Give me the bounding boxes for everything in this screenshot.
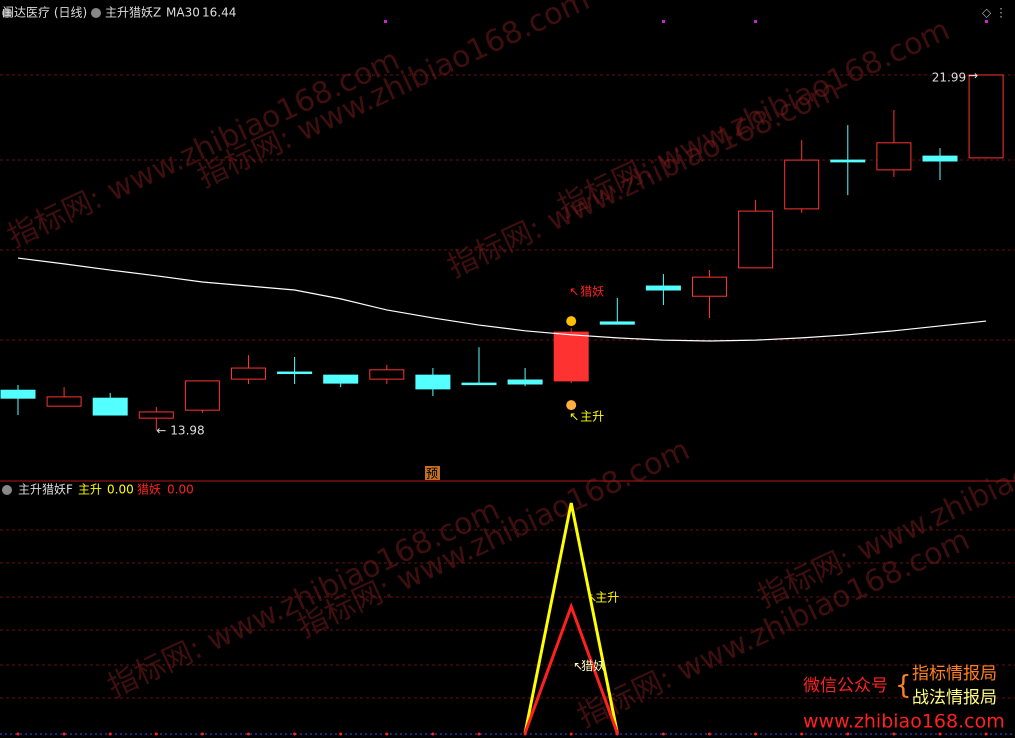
indicator-title: 主升猎妖F [18, 483, 73, 497]
arrow: ↖ [569, 285, 579, 299]
tool-icon[interactable]: ◇ ⋮ [982, 6, 1007, 20]
baseline-dot [385, 732, 389, 736]
menu-icon[interactable] [91, 8, 101, 18]
candle-body [138, 411, 174, 419]
candle-body [46, 396, 82, 407]
candle-body [0, 389, 36, 399]
footer-account: 战法情报局 [912, 688, 997, 708]
signal-label: 主升 [595, 591, 619, 605]
baseline-dot [984, 732, 988, 736]
arrow: ← [156, 424, 166, 438]
baseline-dot [800, 732, 804, 736]
signal-dots [384, 20, 988, 23]
ma-value: 16.44 [202, 6, 236, 20]
baseline-dot [846, 732, 850, 736]
candle-body [645, 285, 681, 291]
legend-value: 0.00 [107, 483, 134, 497]
marker: 预 [426, 467, 438, 481]
signal-label: 主升 [580, 410, 604, 424]
candle-body [876, 142, 912, 171]
ma-line [17, 257, 987, 342]
candle-body [461, 382, 497, 386]
baseline-dot [62, 732, 66, 736]
arrow: ↖ [587, 591, 597, 605]
candle-body [415, 374, 451, 390]
baseline-dot [892, 732, 896, 736]
stock-title: 闰达医疗 (日线) [2, 6, 87, 20]
legend-name: 猎妖 [137, 483, 161, 497]
baseline-dot [154, 732, 158, 736]
coin-icon [566, 316, 577, 327]
candle-body [323, 374, 359, 384]
candle-body [277, 371, 313, 375]
baseline-dot [754, 732, 758, 736]
baseline-dot [708, 732, 711, 736]
menu-icon[interactable] [2, 485, 12, 495]
footer-wechat: 微信公众号 [803, 676, 888, 696]
legend-value: 0.00 [167, 483, 194, 497]
candle-body [231, 367, 266, 380]
candle-body [922, 155, 958, 162]
brace: { [895, 671, 912, 701]
baseline-dot [431, 732, 435, 736]
baseline-dot [523, 732, 527, 736]
candle-body [830, 159, 866, 163]
candle-body [784, 159, 820, 210]
arrow: ↖ [573, 659, 583, 673]
arrow: → [968, 68, 978, 82]
baseline-dot [200, 732, 204, 736]
arrow: ↖ [569, 410, 579, 424]
baseline-dot [615, 732, 619, 736]
baseline-dot [16, 732, 20, 736]
candle-body [184, 380, 220, 411]
marker-box [425, 466, 440, 480]
indicator-line [523, 602, 619, 734]
footer-account: 指标情报局 [912, 664, 997, 684]
candle-body [968, 74, 1004, 159]
candle-body [92, 397, 128, 416]
candle-body [738, 210, 774, 269]
grid [0, 74, 1015, 699]
candle-body [369, 369, 405, 380]
footer-site: www.zhibiao168.com [803, 711, 1005, 733]
indicator-line [523, 502, 619, 734]
signal-label: 猎妖 [580, 285, 604, 299]
candle-body [599, 321, 635, 325]
baseline-dot [569, 732, 573, 736]
low-label: 13.98 [170, 424, 204, 438]
candle-body [507, 379, 543, 385]
menu-icon[interactable] [2, 8, 12, 18]
hand-icon [566, 400, 577, 411]
candle-body [553, 331, 589, 382]
indicator-title: 主升猎妖Z [105, 6, 161, 20]
baseline-dot [938, 732, 942, 736]
high-label: 21.99 [932, 70, 966, 84]
baseline-dot [661, 732, 665, 736]
ma-name: MA30 [166, 6, 200, 20]
baseline-dot [293, 732, 297, 736]
legend-name: 主升 [78, 483, 102, 497]
signal-label: 猎妖 [581, 659, 605, 673]
baseline-dot [247, 732, 250, 736]
candle-body [692, 276, 727, 297]
baseline-dot [108, 732, 112, 736]
baseline-dot [477, 732, 481, 736]
baseline-dot [339, 732, 343, 736]
